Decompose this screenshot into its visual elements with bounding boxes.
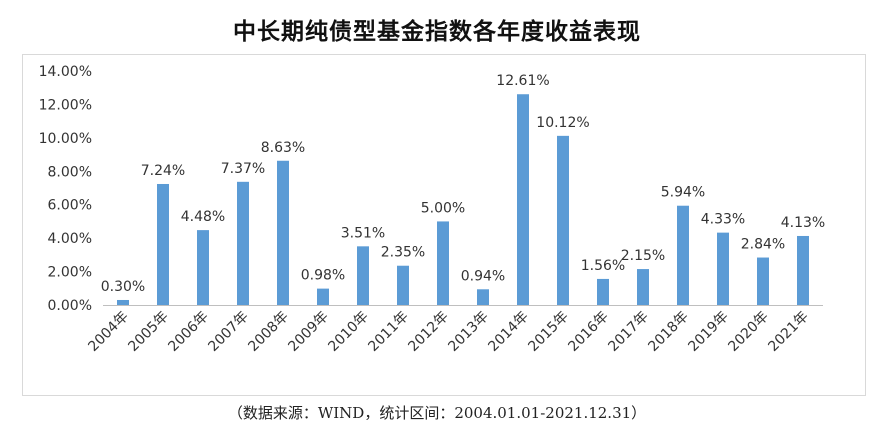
x-tick-label: 2017年 <box>605 309 651 355</box>
bar <box>157 183 169 305</box>
data-label: 0.94% <box>461 268 505 284</box>
x-tick-label: 2005年 <box>125 309 171 355</box>
bar <box>197 230 209 305</box>
x-tick-label: 2015年 <box>525 309 571 355</box>
bar <box>517 94 529 306</box>
x-tick-label: 2014年 <box>485 309 531 355</box>
x-tick-label: 2011年 <box>365 309 411 355</box>
data-label: 12.61% <box>496 73 549 89</box>
x-tick-label: 2013年 <box>445 309 491 355</box>
data-label: 2.84% <box>741 237 785 253</box>
data-label: 5.94% <box>661 185 705 201</box>
y-tick-label: 12.00% <box>39 97 92 113</box>
bar-chart: 0.00% 2.00% 4.00% 6.00% 8.00% 10.00% 12.00% 14.… <box>39 64 826 355</box>
y-tick-label: 0.00% <box>48 298 92 314</box>
data-label: 2.35% <box>381 245 425 261</box>
y-tick-label: 2.00% <box>48 265 92 281</box>
x-tick-label: 2009年 <box>285 309 331 355</box>
bar <box>557 135 569 305</box>
x-tick-label: 2012年 <box>405 309 451 355</box>
x-tick-label: 2020年 <box>725 309 771 355</box>
bar <box>637 269 649 305</box>
bar <box>477 289 489 305</box>
y-tick-label: 6.00% <box>48 198 92 214</box>
data-label: 4.33% <box>701 212 745 228</box>
data-label: 7.37% <box>221 161 265 177</box>
data-label: 4.13% <box>781 215 825 231</box>
x-tick-label: 2021年 <box>765 309 811 355</box>
x-tick-label: 2016年 <box>565 309 611 355</box>
chart-title: 中长期纯债型基金指数各年度收益表现 <box>233 18 641 45</box>
bar <box>677 205 689 305</box>
bar <box>357 246 369 305</box>
x-tick-label: 2007年 <box>205 309 251 355</box>
bar <box>797 235 809 305</box>
y-tick-label: 14.00% <box>39 64 92 80</box>
data-label: 7.24% <box>141 163 185 179</box>
data-label: 0.98% <box>301 268 345 284</box>
x-tick-label: 2019年 <box>685 309 731 355</box>
bar <box>717 232 729 305</box>
x-tick-label: 2010年 <box>325 309 371 355</box>
bar <box>757 257 769 305</box>
data-label: 2.15% <box>621 248 665 264</box>
data-label: 0.30% <box>101 279 145 295</box>
data-label: 8.63% <box>261 140 305 156</box>
x-tick-label: 2006年 <box>165 309 211 355</box>
bar <box>437 221 449 305</box>
y-tick-label: 10.00% <box>39 131 92 147</box>
bar <box>397 265 409 305</box>
y-tick-label: 4.00% <box>48 231 92 247</box>
data-label: 3.51% <box>341 225 385 241</box>
data-label: 10.12% <box>536 115 589 131</box>
data-label: 4.48% <box>181 209 225 225</box>
bar <box>237 181 249 305</box>
y-tick-label: 8.00% <box>48 164 92 180</box>
bar <box>317 288 329 305</box>
data-label: 5.00% <box>421 200 465 216</box>
data-label: 1.56% <box>581 258 625 274</box>
x-tick-label: 2008年 <box>245 309 291 355</box>
source-note: （数据来源：WIND，统计区间：2004.01.01-2021.12.31） <box>227 404 647 422</box>
bar <box>117 299 129 305</box>
x-tick-label: 2018年 <box>645 309 691 355</box>
x-tick-label: 2004年 <box>85 309 131 355</box>
bar <box>277 160 289 305</box>
bar <box>597 278 609 305</box>
chart-area <box>22 54 866 396</box>
